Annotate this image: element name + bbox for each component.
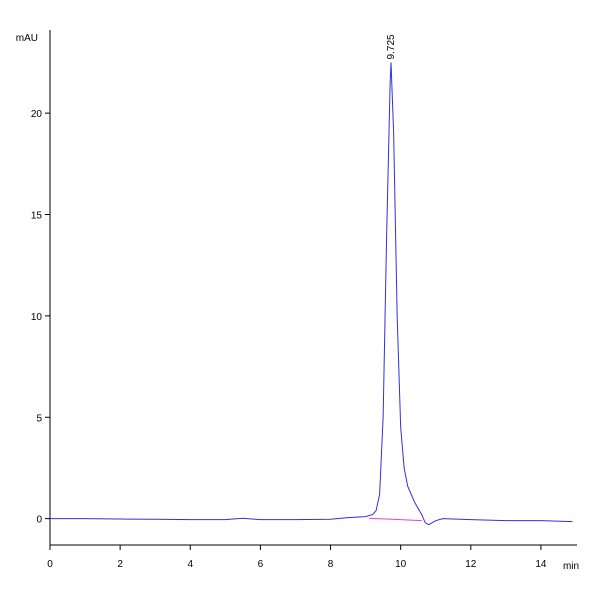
x-tick-label: 14 bbox=[535, 559, 547, 570]
x-tick-label: 12 bbox=[465, 559, 477, 570]
x-tick-label: 8 bbox=[328, 559, 334, 570]
x-tick-label: 6 bbox=[258, 559, 264, 570]
y-tick-label: 15 bbox=[31, 211, 43, 222]
y-tick-label: 5 bbox=[36, 413, 42, 424]
x-tick-label: 2 bbox=[117, 559, 123, 570]
y-tick-label: 20 bbox=[31, 109, 43, 120]
peak-label: 9.725 bbox=[386, 34, 397, 59]
y-tick-label: 10 bbox=[31, 312, 43, 323]
signal-line bbox=[50, 62, 573, 526]
x-axis-label: min bbox=[563, 561, 579, 572]
x-tick-label: 0 bbox=[47, 559, 53, 570]
x-tick-label: 4 bbox=[187, 559, 193, 570]
baseline bbox=[369, 517, 422, 522]
y-axis-label: mAU bbox=[16, 33, 38, 44]
x-tick-label: 10 bbox=[395, 559, 407, 570]
y-tick-label: 0 bbox=[36, 515, 42, 526]
